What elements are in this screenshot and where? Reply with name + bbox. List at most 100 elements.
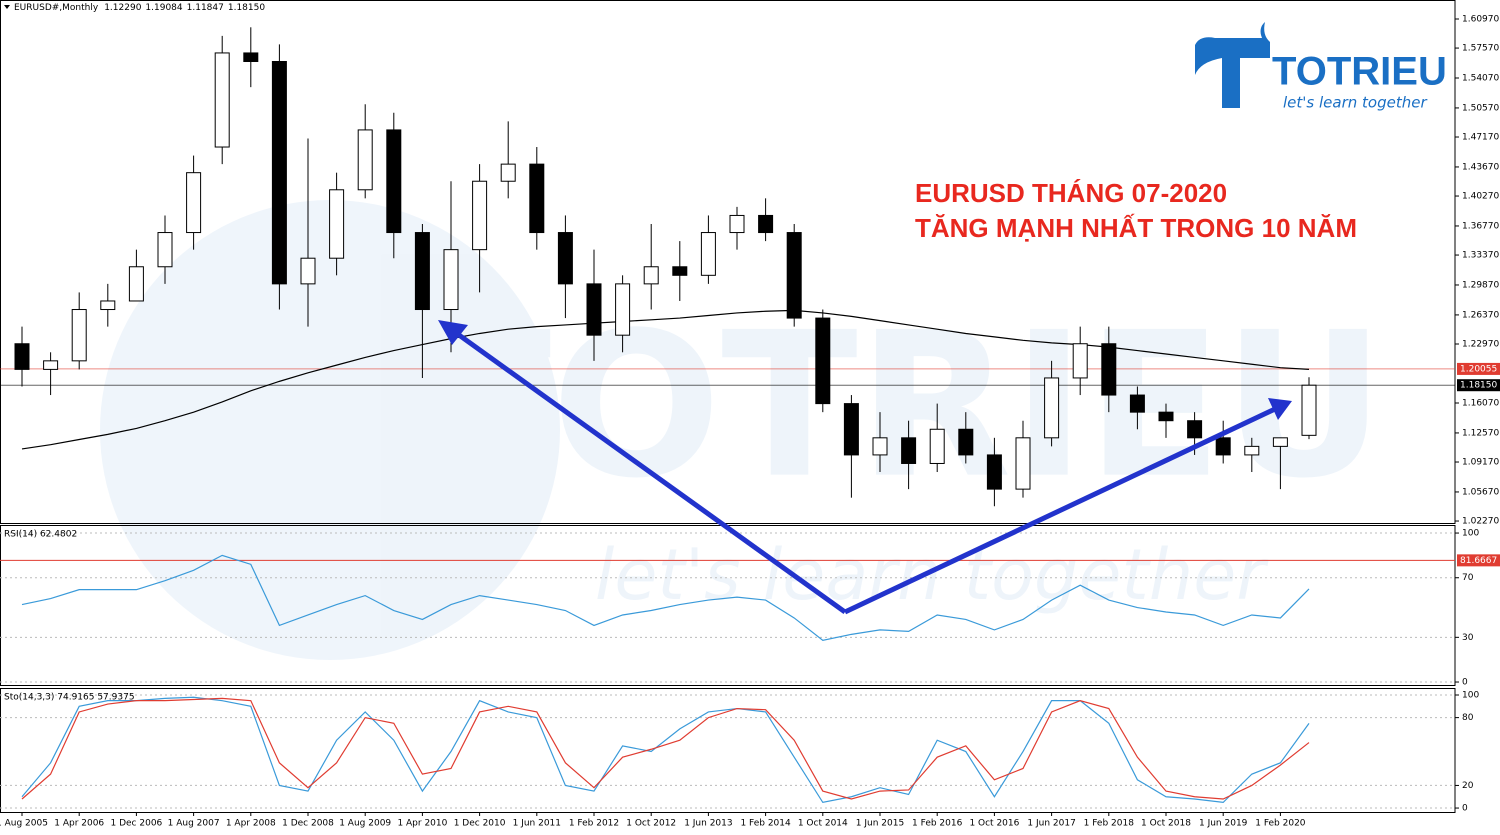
x-tick-label: 1 Aug 2009 xyxy=(339,819,391,829)
x-tick-label: 1 Feb 2016 xyxy=(912,819,963,829)
x-tick-label: 1 Oct 2018 xyxy=(1141,819,1191,829)
y-tick-label: 1.12570 xyxy=(1462,428,1499,438)
ohlc: 1.19084 xyxy=(145,3,182,13)
x-tick-label: 1 Feb 2018 xyxy=(1084,819,1135,829)
candle-body xyxy=(14,343,30,370)
candle-body xyxy=(1129,394,1145,413)
y-tick-label: 1.40270 xyxy=(1462,192,1499,202)
y-tick-label: 1.47170 xyxy=(1462,133,1499,143)
y-tick-label: 1.26370 xyxy=(1462,310,1499,320)
x-tick-label: 1 Jun 2015 xyxy=(856,819,904,829)
candle-body xyxy=(472,180,488,251)
candle-body xyxy=(586,283,602,336)
x-tick-label: 1 Jun 2019 xyxy=(1199,819,1248,829)
annotation: EURUSD THÁNG 07-2020 xyxy=(915,178,1227,208)
x-tick-label: 1 Oct 2014 xyxy=(798,819,848,829)
y-tick-label: 100 xyxy=(1462,529,1479,539)
symbol: EURUSD#,Monthly xyxy=(14,3,99,13)
watermark: TOTRIEU let's learn together xyxy=(100,200,1385,660)
x-tick-label: 1 Dec 2010 xyxy=(454,819,506,829)
candle-body xyxy=(300,257,316,285)
header-icon xyxy=(4,5,10,9)
x-tick-label: 1 Oct 2016 xyxy=(969,819,1019,829)
x-tick-label: 1 Feb 2020 xyxy=(1255,819,1306,829)
y-tick-label: 80 xyxy=(1462,713,1474,723)
arrow xyxy=(450,327,847,615)
x-tick-label: 1 Aug 2007 xyxy=(168,819,220,829)
candle-body xyxy=(1015,437,1031,490)
candle-body xyxy=(557,232,573,285)
arrows xyxy=(438,320,1292,615)
candle-body xyxy=(986,454,1002,490)
candle-body xyxy=(729,214,745,234)
x-tick-label: 1 Jun 2013 xyxy=(684,819,732,829)
candle-body xyxy=(100,300,116,311)
candle-body xyxy=(615,283,631,336)
watermark-name: TOTRIEU xyxy=(415,290,1385,523)
y-tick-label: 100 xyxy=(1462,691,1479,701)
logo-tagline: let's learn together xyxy=(1283,94,1427,112)
header: EURUSD#,Monthly 1.12290 1.19084 1.11847 1.18… xyxy=(4,3,265,13)
candle-body xyxy=(1187,420,1203,439)
x-tick-label: 1 Jun 2017 xyxy=(1027,819,1075,829)
ohlc: 1.18150 xyxy=(228,3,265,13)
y-tick-label: 30 xyxy=(1462,633,1474,643)
y-tick-label: 1.54070 xyxy=(1462,74,1499,84)
y-tick-label: 0 xyxy=(1462,678,1468,688)
candle-body xyxy=(357,129,373,191)
panel-title: RSI(14) 62.4802 xyxy=(4,530,77,540)
x-tick-label: 1 Feb 2012 xyxy=(569,819,619,829)
indicator-line xyxy=(21,696,1310,804)
x-tick-label: 1 Aug 2005 xyxy=(0,819,48,829)
candle-body xyxy=(1158,411,1174,422)
x-tick-label: 1 Apr 2010 xyxy=(397,819,447,829)
candle-body xyxy=(872,437,888,456)
candle-body xyxy=(414,232,430,311)
candle-body xyxy=(1301,384,1317,436)
candle-body xyxy=(443,249,459,311)
price-label: 1.20055 xyxy=(1460,364,1497,374)
candle-body xyxy=(958,428,974,456)
x-tick-label: 1 Apr 2008 xyxy=(226,819,276,829)
logo-icon xyxy=(1195,22,1270,108)
indicator-line xyxy=(21,554,1310,641)
y-tick-label: 1.36770 xyxy=(1462,221,1499,231)
candle-body xyxy=(214,52,230,148)
candle-body xyxy=(672,266,688,276)
price-label-box xyxy=(1457,379,1500,392)
y-tick-label: 1.02270 xyxy=(1462,517,1499,527)
y-tick-label: 20 xyxy=(1462,781,1474,791)
candle-body xyxy=(758,214,774,234)
candle-body xyxy=(1072,343,1088,379)
candle-body xyxy=(786,232,802,319)
indicator-line xyxy=(21,697,1310,800)
candle-body xyxy=(1244,445,1260,456)
candle-body xyxy=(1272,437,1288,447)
x-tick-label: 1 Dec 2006 xyxy=(111,819,163,829)
x-tick-label: 1 Jun 2011 xyxy=(513,819,561,829)
annotation: TĂNG MẠNH NHẤT TRONG 10 NĂM xyxy=(915,213,1357,243)
candle-body xyxy=(71,309,87,362)
panel-frame xyxy=(0,0,1456,524)
y-tick-label: 1.50570 xyxy=(1462,103,1499,113)
candle-body xyxy=(386,129,402,234)
x-tick-label: 1 Feb 2014 xyxy=(740,819,791,829)
candle-body xyxy=(815,317,831,405)
y-tick-label: 1.16070 xyxy=(1462,399,1499,409)
level-label: 81.6667 xyxy=(1460,556,1497,566)
ohlc: 1.11847 xyxy=(187,3,224,13)
arrow-head xyxy=(1268,398,1292,420)
candle-body xyxy=(271,60,287,285)
moving-average xyxy=(21,309,1310,450)
y-tick-label: 1.60970 xyxy=(1462,14,1499,24)
candle-body xyxy=(700,232,716,276)
logo: TOTRIEU let's learn together xyxy=(1195,22,1447,112)
logo-name: TOTRIEU xyxy=(1272,50,1447,94)
price-label-box xyxy=(1457,362,1500,375)
arrow xyxy=(843,406,1277,615)
candle-body xyxy=(243,52,259,62)
panel-title: Sto(14,3,3) 74.9165 57.9375 xyxy=(4,693,135,703)
candle-body xyxy=(643,266,659,285)
candle-body xyxy=(128,266,144,302)
